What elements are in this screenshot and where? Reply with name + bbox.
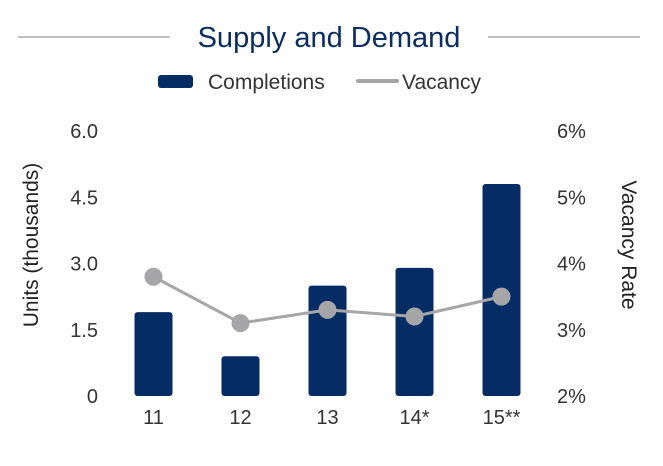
legend-swatch-completions (158, 75, 193, 88)
completions-bar-14* (395, 267, 434, 396)
y2-tick-label: 5% (557, 187, 586, 209)
vacancy-point-11 (144, 267, 163, 286)
legend-label-vacancy: Vacancy (402, 71, 481, 94)
chart-title: Supply and Demand (198, 22, 461, 54)
completions-bar-13 (308, 285, 347, 396)
y2-tick-label: 3% (557, 320, 586, 342)
vacancy-point-12 (231, 314, 250, 333)
y2-axis-ticks: 2% 3% 4% 5% 6% (557, 121, 586, 408)
completions-bars (134, 184, 521, 396)
legend-label-completions: Completions (208, 71, 325, 94)
y-tick-label: 3.0 (70, 254, 98, 276)
x-tick-label: 15** (483, 407, 521, 429)
x-tick-label: 11 (143, 407, 164, 429)
y2-tick-label: 4% (557, 254, 586, 276)
completions-bar-11 (134, 312, 173, 396)
x-tick-label: 14* (399, 407, 429, 429)
vacancy-point-15** (492, 287, 511, 306)
y-axis-ticks: 0 1.5 3.0 4.5 6.0 (70, 121, 98, 408)
legend: Completions Vacancy (158, 71, 481, 94)
y-axis-title: Units (thousands) (20, 163, 43, 328)
completions-bar-12 (221, 356, 260, 396)
y2-tick-label: 6% (557, 121, 586, 143)
x-axis-ticks: 11 12 13 14* 15** (143, 407, 521, 429)
y-tick-label: 6.0 (70, 121, 98, 143)
x-tick-label: 12 (229, 407, 251, 429)
y-tick-label: 4.5 (70, 187, 98, 209)
y2-tick-label: 2% (557, 386, 586, 408)
vacancy-point-14* (405, 307, 424, 326)
y2-axis-title: Vacancy Rate (617, 180, 640, 309)
x-tick-label: 13 (316, 407, 338, 429)
y-tick-label: 1.5 (70, 320, 98, 342)
vacancy-point-13 (318, 300, 337, 319)
y-tick-label: 0 (87, 386, 98, 408)
vacancy-line (144, 267, 511, 333)
